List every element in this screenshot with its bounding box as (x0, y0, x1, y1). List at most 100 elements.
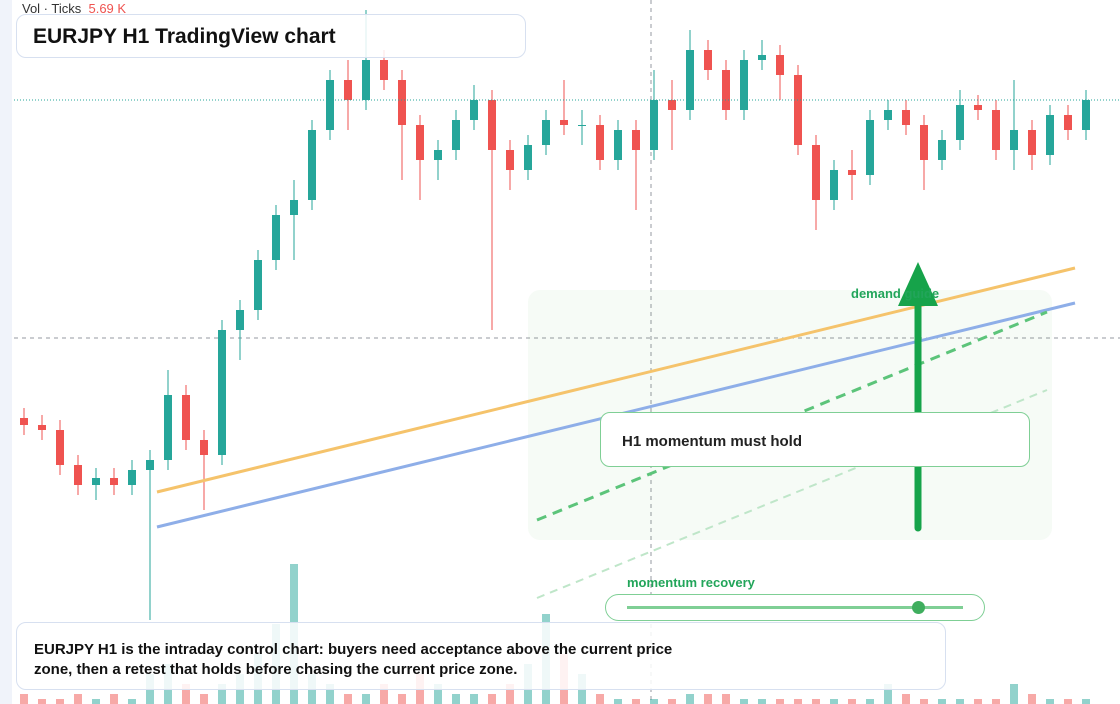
volume-bar (344, 694, 352, 704)
volume-bar (452, 694, 460, 704)
volume-bar (740, 699, 748, 704)
caption-box: EURJPY H1 is the intraday control chart:… (16, 622, 946, 690)
annotation: demand guide (851, 286, 939, 301)
annotation: momentum recovery (627, 575, 755, 590)
volume-bar (884, 684, 892, 704)
volume-bar (92, 699, 100, 704)
note-box: H1 momentum must hold (600, 412, 1030, 467)
candle-body (1064, 115, 1072, 130)
candle-body (218, 330, 226, 455)
volume-bar (506, 684, 514, 704)
candle-body (974, 105, 982, 110)
caption-line: EURJPY H1 is the intraday control chart:… (34, 641, 673, 658)
candle-body (398, 80, 406, 125)
volume-bar (812, 699, 820, 704)
candle-body (506, 150, 514, 170)
volume-bar (596, 694, 604, 704)
candle-body (686, 50, 694, 110)
candle-body (344, 80, 352, 100)
title-box: EURJPY H1 TradingView chart (16, 14, 526, 58)
trendline (536, 389, 1048, 599)
candle-body (542, 120, 550, 145)
candle-body (848, 170, 856, 175)
candle-body (56, 430, 64, 465)
volume-bar (1064, 699, 1072, 704)
candle-body (380, 60, 388, 80)
volume-bar (38, 699, 46, 704)
volume-bar (920, 699, 928, 704)
candle-body (956, 105, 964, 140)
volume-bar (776, 699, 784, 704)
left-strip (0, 0, 12, 704)
volume-bar (650, 699, 658, 704)
volume-bar (722, 694, 730, 704)
volume-bar (56, 699, 64, 704)
candle-body (74, 465, 82, 485)
volume-bar (326, 684, 334, 704)
volume-bar (20, 694, 28, 704)
caption: EURJPY H1 is the intraday control chart:… (34, 640, 672, 680)
volume-bar (974, 699, 982, 704)
candle-body (434, 150, 442, 160)
candle-body (236, 310, 244, 330)
candle-body (1082, 100, 1090, 130)
volume-bar (182, 684, 190, 704)
candle-body (560, 120, 568, 125)
volume-bar (488, 694, 496, 704)
candle-body (470, 100, 478, 120)
volume-bar (902, 694, 910, 704)
candle-body (830, 170, 838, 200)
volume-value: 5.69 K (88, 1, 127, 16)
candle-body (794, 75, 802, 145)
volume-bar (128, 699, 136, 704)
volume-bar (686, 694, 694, 704)
candle-body (1046, 115, 1054, 155)
candle-body (92, 478, 100, 485)
volume-bar (218, 684, 226, 704)
candle-body (902, 110, 910, 125)
candle-body (614, 130, 622, 160)
candle-body (326, 80, 334, 130)
volume-bar (848, 699, 856, 704)
volume-bar (938, 699, 946, 704)
volume-bar (470, 694, 478, 704)
candle-body (272, 215, 280, 260)
candle-body (308, 130, 316, 200)
candle-body (38, 425, 46, 430)
candle-body (758, 55, 766, 60)
candle-body (20, 418, 28, 425)
arrow-head (898, 262, 938, 306)
volume-bar (632, 699, 640, 704)
candle-body (290, 200, 298, 215)
candle-body (362, 60, 370, 100)
volume-bar (200, 694, 208, 704)
volume-bar (1046, 699, 1054, 704)
candle-body (722, 70, 730, 110)
caption-line: zone, then a retest that holds before ch… (34, 661, 518, 678)
volume-bar (614, 699, 622, 704)
candle-body (452, 120, 460, 150)
candle-body (110, 478, 118, 485)
volume-bar (434, 684, 442, 704)
volume-bar (794, 699, 802, 704)
slider-knob (912, 601, 925, 614)
candle-body (740, 60, 748, 110)
candle-body (164, 395, 172, 460)
candle-body (524, 145, 532, 170)
candle-body (200, 440, 208, 455)
candle-body (146, 460, 154, 470)
candle-body (182, 395, 190, 440)
volume-bar (1028, 694, 1036, 704)
candle-body (704, 50, 712, 70)
candle-body (1010, 130, 1018, 150)
candle-body (866, 120, 874, 175)
candle-body (128, 470, 136, 485)
candle-body (776, 55, 784, 75)
slider (605, 594, 985, 621)
volume-bar (992, 699, 1000, 704)
candle-body (812, 145, 820, 200)
volume-bar (1010, 684, 1018, 704)
candle-body (1028, 130, 1036, 155)
volume-label: Vol · Ticks (22, 1, 82, 16)
